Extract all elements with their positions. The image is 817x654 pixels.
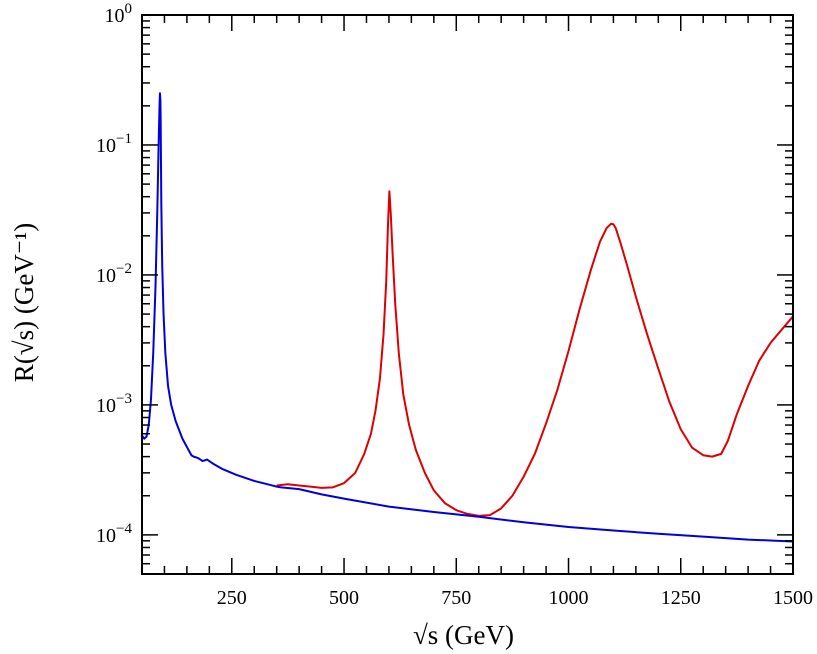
x-axis-label: √s (GeV) (413, 620, 514, 650)
y-tick-label: 100 (105, 1, 133, 27)
y-tick-label: 10−1 (96, 131, 132, 157)
y-tick-label: 10−2 (96, 261, 132, 287)
axis-ticks (141, 14, 794, 575)
x-tick-label: 500 (329, 587, 359, 609)
y-axis-label: R(√s) (GeV⁻¹) (9, 223, 39, 382)
x-tick-label: 1250 (661, 587, 701, 609)
plot-border (141, 14, 794, 575)
y-tick-label: 10−3 (96, 391, 132, 417)
plot-area (142, 92, 793, 543)
axis-labels: 250 500 750 1000 1250 1500 10−4 10−3 10−2 10−1 100… (9, 1, 813, 650)
y-tick-label: 10−4 (96, 521, 132, 547)
series-line-1 (276, 190, 793, 517)
x-tick-label: 250 (217, 587, 247, 609)
x-tick-label: 750 (441, 587, 471, 609)
series-line-2 (142, 92, 793, 543)
x-tick-label: 1500 (773, 587, 813, 609)
x-tick-label: 1000 (549, 587, 589, 609)
plot-frame (141, 14, 794, 575)
